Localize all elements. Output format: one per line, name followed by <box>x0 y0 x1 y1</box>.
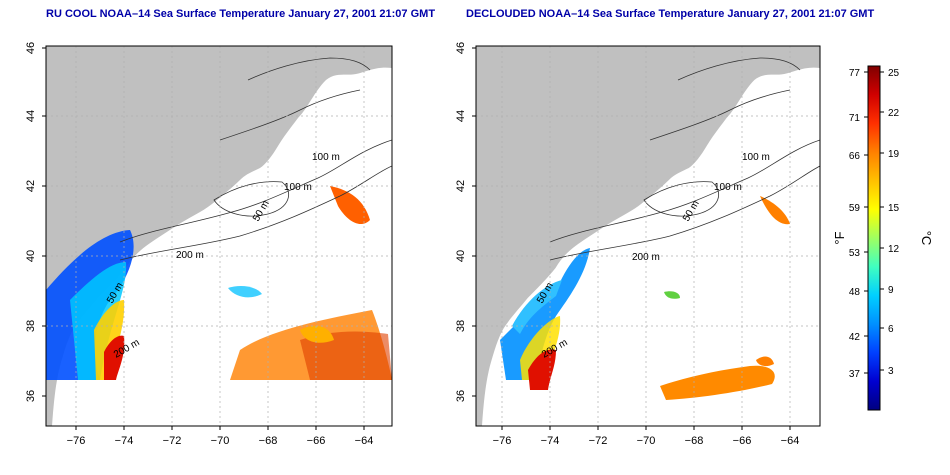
longitude-tick-label: −74 <box>115 435 134 447</box>
longitude-tick-label: −70 <box>637 435 656 447</box>
contour-label: 200 m <box>632 252 660 263</box>
fahrenheit-tick-label: 66 <box>849 151 861 162</box>
latitude-tick-label: 44 <box>455 110 467 122</box>
latitude-tick-label: 42 <box>25 180 37 192</box>
longitude-tick-label: −64 <box>355 435 374 447</box>
right-map-panel: 100 m 100 m 50 m 200 m 50 m 200 m 464442… <box>455 42 821 447</box>
latitude-tick-label: 42 <box>455 180 467 192</box>
right-panel-title: DECLOUDED NOAA–14 Sea Surface Temperatur… <box>466 8 875 20</box>
longitude-tick-label: −74 <box>541 435 560 447</box>
longitude-tick-label: −70 <box>211 435 230 447</box>
left-longitude-axis: −76 −74 −72 −70 −68 −66 −64 <box>67 426 374 447</box>
longitude-tick-label: −72 <box>163 435 182 447</box>
celsius-tick-label: 6 <box>888 324 894 335</box>
celsius-tick-label: 22 <box>888 108 900 119</box>
latitude-tick-label: 46 <box>25 42 37 54</box>
bathymetry-contours <box>119 57 392 261</box>
longitude-tick-label: −76 <box>67 435 86 447</box>
left-map-frame <box>45 45 393 427</box>
right-map-frame <box>475 45 821 427</box>
latitude-tick-label: 44 <box>25 110 37 122</box>
latitude-tick-label: 36 <box>455 390 467 402</box>
sst-data-coastal <box>46 230 134 380</box>
longitude-tick-label: −68 <box>685 435 704 447</box>
celsius-unit-label: °C <box>919 231 934 246</box>
bathymetry-contours <box>549 57 820 261</box>
latitude-tick-label: 36 <box>25 390 37 402</box>
right-longitude-axis: −76 −74 −72 −70 −68 −66 −64 <box>493 426 800 447</box>
fahrenheit-tick-label: 53 <box>849 248 861 259</box>
contour-label: 100 m <box>284 182 312 193</box>
fahrenheit-tick-label: 37 <box>849 369 861 380</box>
right-latitude-axis: 46 44 42 40 38 36 <box>455 42 476 402</box>
fahrenheit-tick-label: 59 <box>849 203 861 214</box>
left-map-panel: 100 m 100 m 50 m 200 m 50 m 200 m 464442… <box>25 42 393 447</box>
temperature-colorbar: 77 71 66 59 53 48 42 37 25 22 19 15 12 9 6 3 °F °C <box>832 65 934 411</box>
latitude-tick-label: 46 <box>455 42 467 54</box>
celsius-tick-label: 9 <box>888 285 894 296</box>
sst-data-offshore <box>660 196 790 400</box>
latitude-tick-label: 38 <box>25 320 37 332</box>
latitude-tick-label: 38 <box>455 320 467 332</box>
longitude-tick-label: −68 <box>259 435 278 447</box>
fahrenheit-tick-label: 71 <box>849 113 861 124</box>
fahrenheit-unit-label: °F <box>832 231 847 244</box>
fahrenheit-tick-label: 42 <box>849 332 861 343</box>
sst-data-offshore <box>228 186 392 380</box>
latitude-tick-label: 40 <box>25 250 37 262</box>
grid-lines <box>46 46 392 426</box>
longitude-tick-label: −72 <box>589 435 608 447</box>
longitude-tick-label: −66 <box>733 435 752 447</box>
longitude-tick-label: −76 <box>493 435 512 447</box>
celsius-tick-label: 3 <box>888 366 894 377</box>
contour-label: 100 m <box>312 152 340 163</box>
celsius-tick-label: 15 <box>888 203 900 214</box>
left-panel-title: RU COOL NOAA–14 Sea Surface Temperature … <box>46 8 436 20</box>
celsius-tick-label: 19 <box>888 149 900 160</box>
longitude-tick-label: −66 <box>307 435 326 447</box>
contour-label: 100 m <box>742 152 770 163</box>
grid-lines <box>476 46 820 426</box>
colorbar-ramp <box>867 65 881 411</box>
contour-label: 100 m <box>714 182 742 193</box>
left-latitude-axis: 46 44 42 40 38 36 <box>25 42 46 402</box>
celsius-tick-label: 25 <box>888 68 900 79</box>
fahrenheit-tick-label: 48 <box>849 287 861 298</box>
contour-label: 200 m <box>176 250 204 261</box>
fahrenheit-tick-label: 77 <box>849 68 861 79</box>
latitude-tick-label: 40 <box>455 250 467 262</box>
longitude-tick-label: −64 <box>781 435 800 447</box>
celsius-tick-label: 12 <box>888 244 900 255</box>
